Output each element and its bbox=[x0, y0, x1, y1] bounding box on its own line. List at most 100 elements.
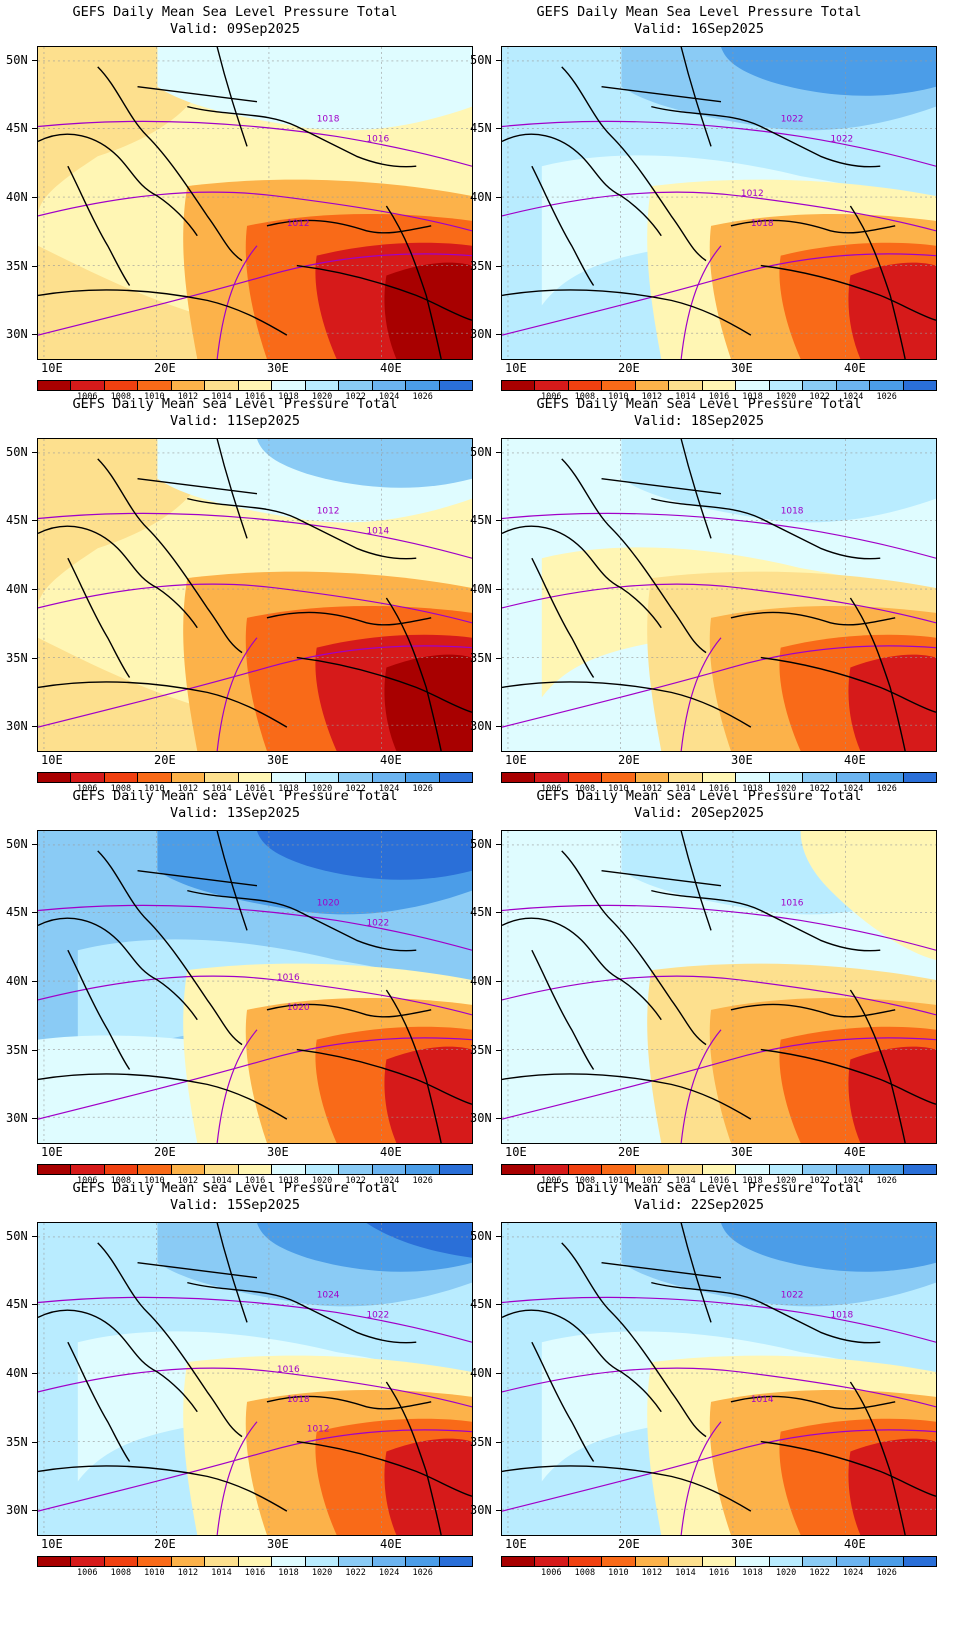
colorbar-swatch bbox=[568, 773, 603, 782]
colorbar-swatch bbox=[439, 381, 473, 390]
coastline bbox=[97, 458, 243, 654]
coastline bbox=[296, 656, 472, 713]
colorbar-label: 1026 bbox=[876, 392, 897, 402]
latitude-tick bbox=[32, 266, 37, 267]
coastline bbox=[651, 105, 881, 168]
isobar-label: 1020 bbox=[317, 899, 340, 909]
latitude-label: 50N bbox=[6, 445, 28, 459]
isobar-label: 1018 bbox=[751, 219, 774, 229]
coastline bbox=[531, 949, 595, 1070]
colorbar-label: 1012 bbox=[177, 392, 199, 402]
pressure-zone bbox=[720, 47, 936, 96]
panel-title-main: GEFS Daily Mean Sea Level Pressure Total bbox=[536, 788, 862, 804]
isobar-line bbox=[38, 904, 472, 951]
colorbar-swatch bbox=[669, 773, 703, 782]
colorbar-label: 1024 bbox=[842, 1568, 864, 1578]
colorbar-swatch bbox=[702, 773, 737, 782]
latitude-tick bbox=[32, 1510, 37, 1511]
colorbar-label: 1022 bbox=[809, 1176, 830, 1186]
coastline bbox=[531, 1341, 595, 1462]
colorbar-label: 1026 bbox=[876, 1176, 897, 1186]
longitude-label: 30E bbox=[267, 753, 289, 767]
panel-title: GEFS Daily Mean Sea Level Pressure Total… bbox=[464, 396, 934, 430]
colorbar-label: 1006 bbox=[77, 392, 98, 402]
isobar-line bbox=[680, 1029, 722, 1143]
latitude-label: 45N bbox=[470, 121, 492, 135]
colorbar-swatch bbox=[205, 1165, 239, 1174]
panel-title: GEFS Daily Mean Sea Level Pressure Total… bbox=[0, 1180, 470, 1214]
latitude-label: 50N bbox=[6, 837, 28, 851]
panel-title: GEFS Daily Mean Sea Level Pressure Total… bbox=[464, 4, 934, 38]
colorbar-swatch bbox=[205, 381, 239, 390]
colorbar-swatch bbox=[903, 773, 937, 782]
coastline bbox=[38, 681, 288, 728]
latitude-tick bbox=[32, 334, 37, 335]
colorbar-swatch bbox=[836, 773, 871, 782]
panel-valid-date: Valid: 11Sep2025 bbox=[169, 413, 301, 429]
isobar-line bbox=[680, 1421, 722, 1535]
isobar-line bbox=[502, 1429, 936, 1512]
colorbar-swatch bbox=[104, 1165, 139, 1174]
pressure-zone bbox=[38, 439, 257, 751]
colorbar-label: 1010 bbox=[144, 1568, 165, 1578]
coastline bbox=[38, 1309, 198, 1413]
colorbar-label: 1016 bbox=[244, 392, 266, 402]
coastline bbox=[137, 870, 258, 887]
colorbar-swatch bbox=[406, 1557, 440, 1566]
coastline bbox=[67, 557, 131, 678]
pressure-zone bbox=[720, 1223, 936, 1272]
latitude-label: 45N bbox=[6, 905, 28, 919]
colorbar-swatch bbox=[870, 773, 904, 782]
colorbar-label: 1026 bbox=[412, 1568, 433, 1578]
isobar-label: 1012 bbox=[307, 1425, 330, 1435]
isobar-line bbox=[216, 245, 258, 359]
longitude-label: 20E bbox=[618, 1537, 640, 1551]
colorbar-swatch bbox=[769, 381, 804, 390]
colorbar-swatch bbox=[104, 1557, 139, 1566]
pressure-zone bbox=[384, 654, 472, 751]
isobar-label: 1016 bbox=[781, 899, 804, 909]
coastline bbox=[97, 850, 243, 1046]
latitude-label: 35N bbox=[6, 651, 28, 665]
isobar-label: 1022 bbox=[366, 1310, 389, 1320]
panel-title-main: GEFS Daily Mean Sea Level Pressure Total bbox=[536, 4, 862, 20]
colorbar-label: 1016 bbox=[708, 784, 730, 794]
colorbar-swatch bbox=[205, 1557, 239, 1566]
latitude-tick bbox=[32, 912, 37, 913]
colorbar-label: 1010 bbox=[608, 1568, 629, 1578]
latitude-label: 35N bbox=[6, 259, 28, 273]
latitude-label: 40N bbox=[6, 1366, 28, 1380]
colorbar-label: 1006 bbox=[77, 784, 98, 794]
panel-valid-date: Valid: 18Sep2025 bbox=[633, 413, 765, 429]
colorbar-label: 1024 bbox=[378, 1176, 400, 1186]
pressure-zone bbox=[366, 1223, 472, 1258]
coastline bbox=[601, 478, 722, 495]
isobar-label: 1014 bbox=[751, 1395, 774, 1405]
panel-title: GEFS Daily Mean Sea Level Pressure Total… bbox=[0, 396, 470, 430]
isobar-line bbox=[502, 191, 936, 232]
colorbar-label: 1026 bbox=[876, 784, 897, 794]
coastline bbox=[502, 1465, 752, 1512]
isobar-line bbox=[38, 512, 472, 559]
coastline bbox=[296, 264, 472, 321]
map-panel: GEFS Daily Mean Sea Level Pressure Total… bbox=[464, 0, 937, 406]
isobar-line bbox=[38, 1429, 472, 1512]
isobar-line bbox=[38, 583, 472, 624]
isobar-label: 1018 bbox=[317, 115, 340, 125]
longitude-label: 10E bbox=[505, 1145, 527, 1159]
longitude-label: 10E bbox=[41, 753, 63, 767]
longitude-label: 40E bbox=[380, 361, 402, 375]
colorbar-swatch bbox=[502, 1557, 536, 1566]
colorbar-label: 1018 bbox=[278, 1568, 299, 1578]
panel-title-main: GEFS Daily Mean Sea Level Pressure Total bbox=[536, 1180, 862, 1196]
pressure-zone bbox=[256, 831, 472, 880]
latitude-label: 30N bbox=[470, 1503, 492, 1517]
coastline bbox=[385, 205, 442, 359]
coastline bbox=[651, 497, 881, 560]
colorbar-swatch bbox=[736, 1557, 770, 1566]
colorbar-swatch bbox=[71, 1165, 105, 1174]
latitude-tick bbox=[496, 1373, 501, 1374]
latitude-tick bbox=[32, 1236, 37, 1237]
isobar-line bbox=[38, 191, 472, 232]
colorbar-label: 1008 bbox=[574, 392, 596, 402]
